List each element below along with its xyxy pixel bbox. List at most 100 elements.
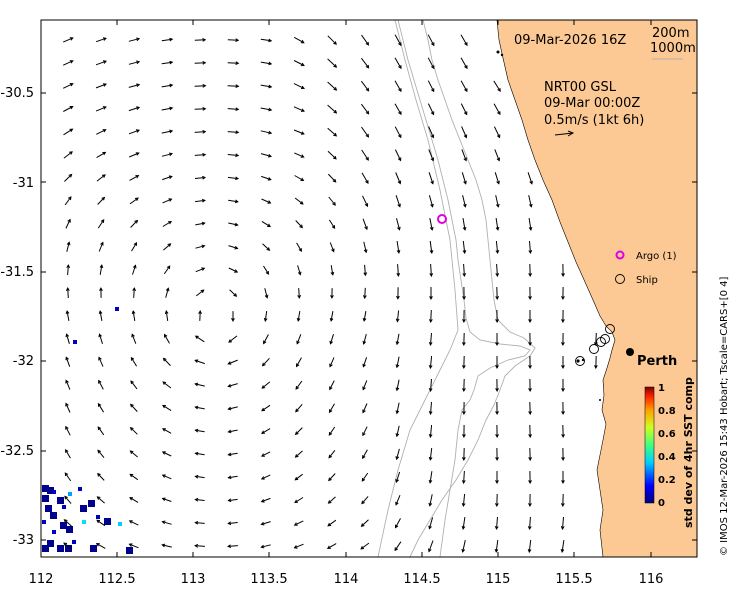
current-arrow <box>428 517 434 530</box>
current-arrow <box>96 519 106 527</box>
current-arrow <box>395 402 400 415</box>
current-arrow <box>461 172 467 185</box>
current-arrow <box>327 127 338 137</box>
sst-pixel <box>104 518 111 525</box>
current-arrow <box>62 60 74 66</box>
current-arrow <box>130 219 139 228</box>
current-arrow <box>162 198 173 204</box>
current-arrow <box>495 333 499 347</box>
current-arrow <box>327 58 338 68</box>
current-arrow <box>99 264 104 275</box>
current-arrow <box>131 242 138 252</box>
current-arrow <box>327 496 336 504</box>
current-arrow <box>263 265 270 275</box>
current-arrow <box>98 379 104 390</box>
current-arrow <box>328 403 335 414</box>
current-arrow <box>363 264 368 277</box>
lon-tick-115-5: 115.5 <box>555 572 592 587</box>
current-arrow <box>295 403 303 413</box>
current-arrow <box>66 264 71 275</box>
current-arrow <box>327 150 337 160</box>
current-arrow <box>329 380 335 391</box>
current-arrow <box>428 378 433 393</box>
current-arrow <box>227 130 240 135</box>
current-arrow <box>227 383 238 388</box>
colorbar-tick-0: 0 <box>658 498 665 509</box>
current-arrow <box>328 449 336 459</box>
current-arrow <box>493 80 501 93</box>
current-arrow <box>194 497 205 502</box>
current-arrow <box>129 175 140 181</box>
current-arrow <box>293 83 305 89</box>
current-arrow <box>428 401 433 416</box>
sst-pixel <box>118 522 122 526</box>
current-arrow <box>261 357 270 367</box>
current-arrow <box>227 452 238 457</box>
current-arrow <box>128 129 140 135</box>
current-arrow <box>428 448 433 461</box>
current-arrow <box>129 152 140 158</box>
current-arrow <box>260 474 271 480</box>
current-arrow <box>62 37 74 43</box>
current-arrow <box>494 149 501 162</box>
current-arrow <box>427 103 435 116</box>
current-arrow <box>194 335 205 343</box>
current-arrow <box>261 175 272 181</box>
legend-argo-icon <box>615 250 625 260</box>
current-arrow <box>228 335 238 343</box>
current-vectors <box>62 34 598 554</box>
product-label: NRT00 GSL <box>544 80 617 95</box>
lat-tick-31-5: -31.5 <box>0 265 34 280</box>
current-arrow <box>227 84 240 89</box>
lon-tick-112: 112 <box>29 572 54 587</box>
isobath-200m-west <box>377 20 459 557</box>
current-arrow <box>228 245 239 250</box>
current-arrow <box>461 447 466 462</box>
current-arrow <box>396 264 401 277</box>
current-arrow <box>462 240 467 255</box>
current-arrow <box>528 447 532 462</box>
current-arrow <box>495 471 499 485</box>
sst-pixel <box>66 526 73 533</box>
current-arrow <box>528 286 532 301</box>
scale-arrow-icon <box>554 130 575 137</box>
current-arrow <box>95 60 107 66</box>
lat-tick-32: -32 <box>13 354 34 369</box>
current-arrow <box>227 429 238 434</box>
ship-markers <box>575 324 615 366</box>
current-arrow <box>462 218 467 231</box>
sst-pixel <box>42 520 46 524</box>
current-arrow <box>428 494 433 507</box>
current-arrow <box>65 218 71 229</box>
current-arrow <box>162 381 172 389</box>
lat-tick-31: -31 <box>13 176 34 191</box>
sst-pixel <box>78 487 82 491</box>
current-arrow <box>330 288 334 299</box>
current-arrow <box>98 241 104 252</box>
longitude-axis: 112 112.5 113 113.5 114 114.5 115 115.5 … <box>29 572 664 587</box>
current-arrow <box>395 379 400 392</box>
current-arrow <box>528 218 533 231</box>
current-arrow <box>327 173 337 183</box>
current-arrow <box>95 106 107 112</box>
sst-pixel <box>57 497 64 504</box>
isobath-label-200m: 200m <box>652 26 689 41</box>
current-arrow <box>293 129 305 135</box>
sst-pixel <box>52 530 56 534</box>
current-arrow <box>194 428 205 433</box>
current-arrow <box>96 496 105 504</box>
current-arrow <box>594 355 598 370</box>
current-arrow <box>161 129 174 134</box>
sst-pixel <box>68 492 72 496</box>
current-arrow <box>527 539 532 554</box>
current-arrow <box>328 219 336 229</box>
colorbar-tick-0-2: 0.2 <box>658 475 676 486</box>
current-arrow <box>128 520 139 526</box>
perth-label: Perth <box>637 354 677 369</box>
current-arrow <box>527 516 532 531</box>
current-arrow <box>96 174 106 182</box>
current-arrow <box>195 289 205 297</box>
current-arrow <box>227 544 238 549</box>
sst-pixel <box>42 545 49 552</box>
